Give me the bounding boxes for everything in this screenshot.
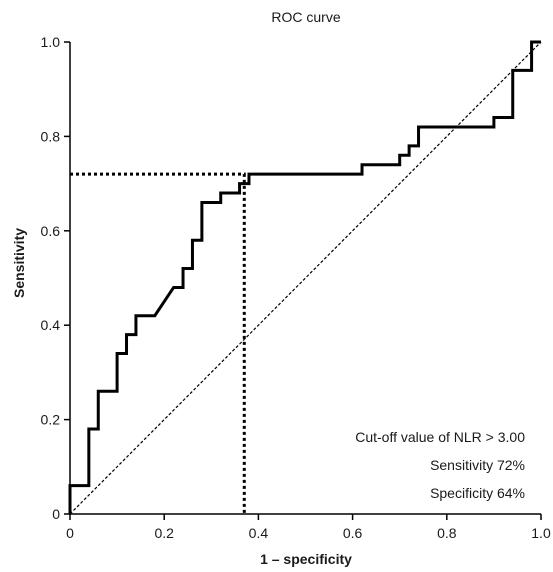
y-tick-label: 0.4 bbox=[41, 317, 61, 333]
annotation-specificity: Specificity 64% bbox=[430, 485, 525, 501]
x-tick-label: 0 bbox=[66, 525, 74, 541]
annotation-sensitivity: Sensitivity 72% bbox=[430, 457, 525, 473]
y-tick-label: 0.6 bbox=[41, 223, 61, 239]
x-tick-label: 1.0 bbox=[531, 525, 551, 541]
y-tick-label: 0.2 bbox=[41, 412, 61, 428]
plot-area bbox=[68, 40, 542, 515]
y-tick-label: 0 bbox=[52, 506, 60, 522]
chart-title: ROC curve bbox=[271, 9, 340, 25]
x-axis-label: 1 – specificity bbox=[260, 551, 352, 567]
y-tick-label: 1.0 bbox=[41, 34, 61, 50]
x-tick-label: 0.4 bbox=[249, 525, 269, 541]
x-axis-ticks: 0 0.2 0.4 0.6 0.8 1.0 bbox=[66, 514, 551, 541]
x-tick-label: 0.8 bbox=[437, 525, 457, 541]
y-tick-label: 0.8 bbox=[41, 128, 61, 144]
y-axis-ticks: 0 0.2 0.4 0.6 0.8 1.0 bbox=[41, 34, 70, 522]
x-tick-label: 0.6 bbox=[343, 525, 363, 541]
roc-curve-line bbox=[68, 40, 541, 514]
cutoff-guide-line bbox=[70, 172, 246, 514]
x-tick-label: 0.2 bbox=[154, 525, 174, 541]
y-axis-label: Sensitivity bbox=[11, 228, 27, 298]
reference-diagonal-line bbox=[69, 41, 542, 515]
annotation-cutoff: Cut-off value of NLR > 3.00 bbox=[355, 429, 525, 445]
